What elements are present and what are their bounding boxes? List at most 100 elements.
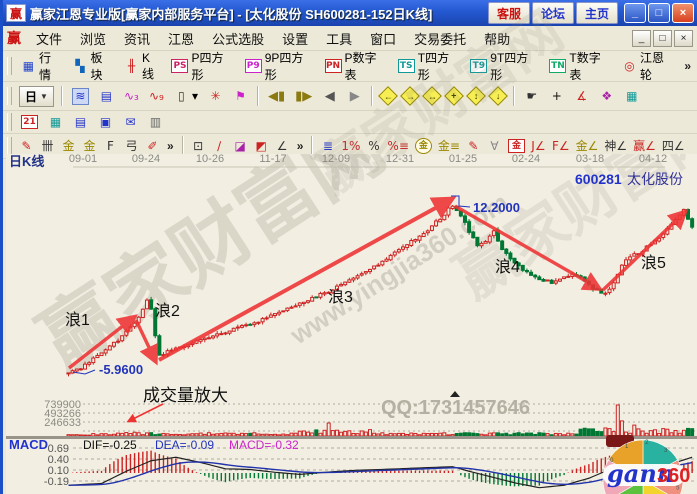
toolbar-handle[interactable] (7, 137, 12, 155)
zoom-diamond-4-button[interactable]: ↕ (466, 86, 487, 106)
mdi-minimize-button[interactable]: _ (632, 29, 651, 47)
pct-13-button[interactable]: 1% (338, 137, 363, 156)
angle-shen-button[interactable]: 神∠ (601, 137, 630, 156)
menu-浏览[interactable]: 浏览 (80, 31, 107, 47)
angle-j-button[interactable]: J∠ (528, 137, 549, 156)
volume-bar (425, 433, 430, 437)
brush-button[interactable]: ✎ (16, 137, 37, 156)
protractor-button[interactable]: ∡ (569, 87, 594, 106)
coil-grid-button[interactable]: 弓 (121, 137, 142, 156)
mdi-restore-button[interactable]: □ (653, 29, 672, 47)
toolbar-handle[interactable] (7, 87, 12, 105)
maximize-button[interactable]: □ (648, 3, 670, 23)
close-button[interactable]: × (672, 3, 694, 23)
p-table-button[interactable]: PN P数字表 (320, 47, 393, 85)
t-square-button[interactable]: TS T四方形 (393, 47, 466, 85)
zoom-diamond-2-button[interactable]: ↔ (422, 86, 443, 106)
flag-button[interactable]: ⚑ (228, 87, 253, 106)
go-next-button[interactable]: ▶ (342, 87, 367, 106)
minimize-button[interactable]: _ (624, 3, 646, 23)
single-candle-button[interactable]: ▯ ▾ (169, 87, 203, 106)
gold-box-button[interactable]: 金 (505, 137, 528, 155)
menu-江恩[interactable]: 江恩 (168, 31, 195, 47)
wave-3-button[interactable]: ∿₃ (119, 87, 144, 106)
monitor-button[interactable]: ▣ (93, 113, 118, 132)
go-first-button[interactable]: ◀▮ (263, 87, 290, 106)
kline-button[interactable]: ╫ K线 (119, 49, 167, 84)
toolbar-overflow[interactable]: » (684, 59, 691, 73)
pct-lines-button[interactable]: %≡ (384, 137, 411, 156)
menu-资讯[interactable]: 资讯 (124, 31, 151, 47)
stamp-button[interactable]: ❖ (594, 87, 619, 106)
forum-button[interactable]: 论坛 (531, 2, 574, 24)
period-selector[interactable]: 日 ▼ (19, 85, 54, 107)
pct-lines-icon: %≡ (387, 139, 409, 153)
calculator-button[interactable]: ▦ (43, 113, 68, 132)
wave-9-button[interactable]: ∿₉ (144, 87, 169, 106)
zoom-diamond-5-button[interactable]: ↓ (488, 86, 509, 106)
zoom-diamond-3-button[interactable]: + (444, 86, 465, 106)
notebook-button[interactable]: ▤ (68, 113, 93, 132)
toolbar-handle[interactable] (7, 57, 12, 75)
9p-square-button[interactable]: P9 9P四方形 (240, 47, 320, 85)
t-table-button[interactable]: TN T数字表 (544, 47, 617, 85)
gann-wheel-button[interactable]: ◎ 江恩轮 (617, 47, 680, 85)
brush-grid-button[interactable]: ✐ (142, 137, 163, 156)
menu-设置[interactable]: 设置 (282, 31, 309, 47)
pct-button[interactable]: % (363, 137, 384, 156)
candle-body (442, 214, 447, 221)
menu-帮助[interactable]: 帮助 (484, 31, 511, 47)
grid-link-button[interactable]: ▦ (619, 87, 644, 106)
angle-si-button[interactable]: 四∠ (659, 137, 688, 156)
angle-f-button[interactable]: F∠ (549, 137, 573, 156)
scribble-chart-button[interactable]: ≋ (67, 86, 94, 107)
volume-bar (421, 432, 426, 437)
service-button[interactable]: 客服 (487, 2, 530, 24)
menu-文件[interactable]: 文件 (36, 31, 63, 47)
scale-list-button[interactable]: ≣ (317, 137, 338, 156)
crosshair-button[interactable]: + (544, 87, 569, 106)
calendar-button[interactable]: 21 (16, 113, 43, 131)
gold-grid-1-button[interactable]: 金 (58, 137, 79, 156)
home-button[interactable]: 主页 (575, 2, 618, 24)
angle-ying-button[interactable]: 赢∠ (630, 137, 659, 156)
mail-button[interactable]: ✉ (118, 113, 143, 132)
menu-公式选股[interactable]: 公式选股 (212, 31, 265, 47)
gold-grid-2-button[interactable]: 金 (79, 137, 100, 156)
box-corner-button[interactable]: ⊡ (188, 137, 209, 156)
info-doc-button[interactable]: ▤ (94, 87, 119, 106)
gold-lines-button[interactable]: 金≡ (435, 137, 463, 156)
fan-box-2-button[interactable]: ◩ (251, 137, 272, 156)
go-prev-button[interactable]: ◀ (317, 87, 342, 106)
angle-fan-button[interactable]: ∠ (272, 137, 293, 156)
zoom-diamond-1-button[interactable]: → (400, 86, 421, 106)
sectors-button[interactable]: ▚ 板块 (67, 47, 118, 85)
zoom-diamond-0-button[interactable]: ← (378, 86, 399, 106)
volume-bar (277, 434, 282, 437)
grid-button[interactable]: 卌 (37, 137, 58, 156)
p-square-button[interactable]: PS P四方形 (166, 47, 239, 85)
pattern-mark-button[interactable]: ✳ (203, 87, 228, 106)
quotes-button[interactable]: ▦ 行情 (16, 47, 67, 85)
gold-circle-button[interactable]: 金 (412, 136, 435, 156)
mdi-close-button[interactable]: × (674, 29, 693, 47)
angle-gold-button[interactable]: 金∠ (573, 137, 602, 156)
computer-button[interactable]: ▥ (143, 113, 168, 132)
double-a-button[interactable]: ∀ (484, 137, 505, 156)
f-grid-button[interactable]: F (100, 137, 121, 156)
toolbar-handle[interactable] (7, 113, 12, 131)
fan-box-1-button[interactable]: ◪ (230, 137, 251, 156)
toolbar-overflow[interactable]: » (296, 139, 304, 153)
hand-drag-button[interactable]: ☛ (519, 87, 544, 106)
go-last-button[interactable]: ▮▶ (290, 87, 317, 106)
pen-2-button[interactable]: ✎ (463, 137, 484, 156)
menu-交易委托[interactable]: 交易委托 (414, 31, 467, 47)
9t-square-button[interactable]: T9 9T四方形 (465, 47, 544, 85)
date-tick: 10-26 (196, 154, 224, 165)
fan-lines-button[interactable]: ∕ (209, 137, 230, 156)
toolbar-overflow[interactable]: » (167, 139, 174, 153)
menu-工具[interactable]: 工具 (326, 31, 353, 47)
menu-窗口[interactable]: 窗口 (370, 31, 397, 47)
